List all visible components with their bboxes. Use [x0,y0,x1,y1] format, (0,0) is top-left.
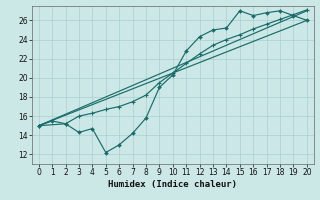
X-axis label: Humidex (Indice chaleur): Humidex (Indice chaleur) [108,180,237,189]
